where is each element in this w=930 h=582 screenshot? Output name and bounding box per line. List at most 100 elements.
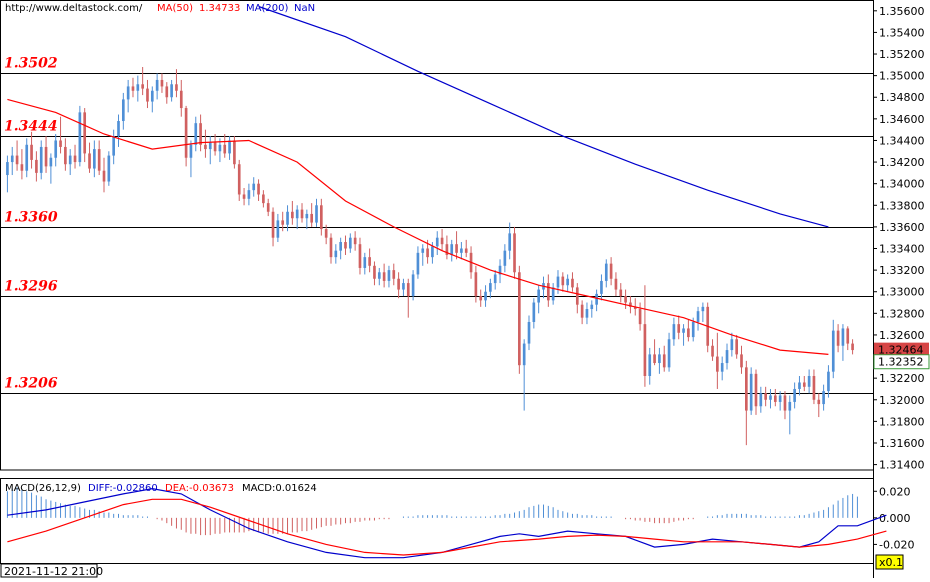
candle-body xyxy=(658,354,661,364)
candle-body xyxy=(160,79,164,87)
candle xyxy=(15,140,19,171)
candle xyxy=(276,213,280,243)
candle-body xyxy=(387,270,391,281)
candle xyxy=(749,367,753,415)
candle xyxy=(464,239,468,258)
price-tick-label: 1.34000 xyxy=(879,178,925,191)
candle-body xyxy=(281,220,285,225)
candle-body xyxy=(571,278,574,288)
candle-body xyxy=(508,233,512,251)
candle xyxy=(740,345,743,374)
candle-body xyxy=(769,395,772,400)
candle xyxy=(783,391,787,420)
candle xyxy=(677,315,681,340)
candle-body xyxy=(527,321,531,344)
candle xyxy=(204,129,207,158)
candle-body xyxy=(687,328,690,338)
candle-body xyxy=(575,287,579,305)
ma200-legend-value: NaN xyxy=(294,3,316,14)
candle xyxy=(836,324,840,353)
macd-tick-label: -0.020 xyxy=(879,538,914,551)
candle-body xyxy=(653,354,656,364)
candle-body xyxy=(310,213,314,223)
candle xyxy=(769,388,772,409)
price-tick-label: 1.35400 xyxy=(879,26,925,39)
candle-body xyxy=(73,155,77,163)
candle-body xyxy=(735,339,739,355)
price-tick-label: 1.32200 xyxy=(879,372,925,385)
source-url[interactable]: http://www.deltastock.com/ xyxy=(5,3,143,14)
candle-body xyxy=(609,263,613,279)
candle-body xyxy=(711,345,714,357)
candle-body xyxy=(643,324,647,376)
ma200-legend-label: MA(200) xyxy=(246,3,289,14)
candle-body xyxy=(10,155,14,163)
macd-legend-diff: DIFF:-0.02860 xyxy=(88,483,158,494)
candle xyxy=(489,278,492,299)
candle-body xyxy=(629,302,632,307)
candle xyxy=(764,386,767,407)
candle-body xyxy=(363,257,367,268)
candle xyxy=(682,324,685,346)
candle-body xyxy=(194,123,198,145)
candle xyxy=(575,283,579,314)
candle xyxy=(179,79,183,117)
candle-body xyxy=(682,328,685,333)
level-label: 1.3360 xyxy=(4,210,58,226)
price-tick-label: 1.32000 xyxy=(879,394,925,407)
candle xyxy=(802,376,806,392)
candle-body xyxy=(397,278,400,290)
candle xyxy=(175,69,178,98)
candle-body xyxy=(812,376,816,400)
candle xyxy=(455,231,458,260)
candle-body xyxy=(788,401,792,411)
candle xyxy=(498,259,502,284)
candle-body xyxy=(532,302,536,322)
candle-body xyxy=(353,237,357,245)
candle xyxy=(291,200,294,225)
candle-body xyxy=(691,321,695,338)
price-tick-label: 1.35000 xyxy=(879,70,925,83)
candle xyxy=(6,155,9,193)
candle-body xyxy=(561,276,565,286)
candle xyxy=(247,183,251,206)
price-tick-label: 1.33400 xyxy=(879,243,925,256)
candle-body xyxy=(841,328,845,346)
candle-body xyxy=(35,159,38,173)
candle xyxy=(310,203,314,227)
candle-body xyxy=(590,304,594,310)
candle-body xyxy=(165,86,169,98)
candle xyxy=(585,302,589,325)
price-tick-label: 1.35200 xyxy=(879,48,925,61)
candle xyxy=(711,339,714,361)
candle-body xyxy=(121,99,125,122)
candle-body xyxy=(537,289,540,303)
ma200-line xyxy=(258,5,829,228)
candle xyxy=(242,188,246,206)
candle xyxy=(841,324,845,361)
candle-body xyxy=(807,376,811,387)
price-tick-label: 1.33800 xyxy=(879,199,925,212)
candle xyxy=(344,235,347,255)
candle xyxy=(348,233,352,253)
candle xyxy=(817,393,821,418)
candle-body xyxy=(402,283,405,290)
candle xyxy=(20,149,24,180)
candle-body xyxy=(793,388,796,402)
candle-body xyxy=(271,211,275,238)
price-tick-label: 1.31800 xyxy=(879,415,925,428)
candle-body xyxy=(107,155,111,182)
candle xyxy=(228,136,231,160)
candle-body xyxy=(677,324,681,333)
candle xyxy=(551,283,555,305)
candle-body xyxy=(566,278,569,286)
candle-body xyxy=(141,84,144,89)
candle-body xyxy=(59,140,62,147)
candle xyxy=(416,246,420,279)
level-label: 1.3502 xyxy=(4,56,58,72)
candle-body xyxy=(455,244,458,253)
candle-body xyxy=(242,194,246,199)
candle xyxy=(257,179,260,201)
candle-body xyxy=(208,142,212,150)
candle-body xyxy=(112,136,115,156)
